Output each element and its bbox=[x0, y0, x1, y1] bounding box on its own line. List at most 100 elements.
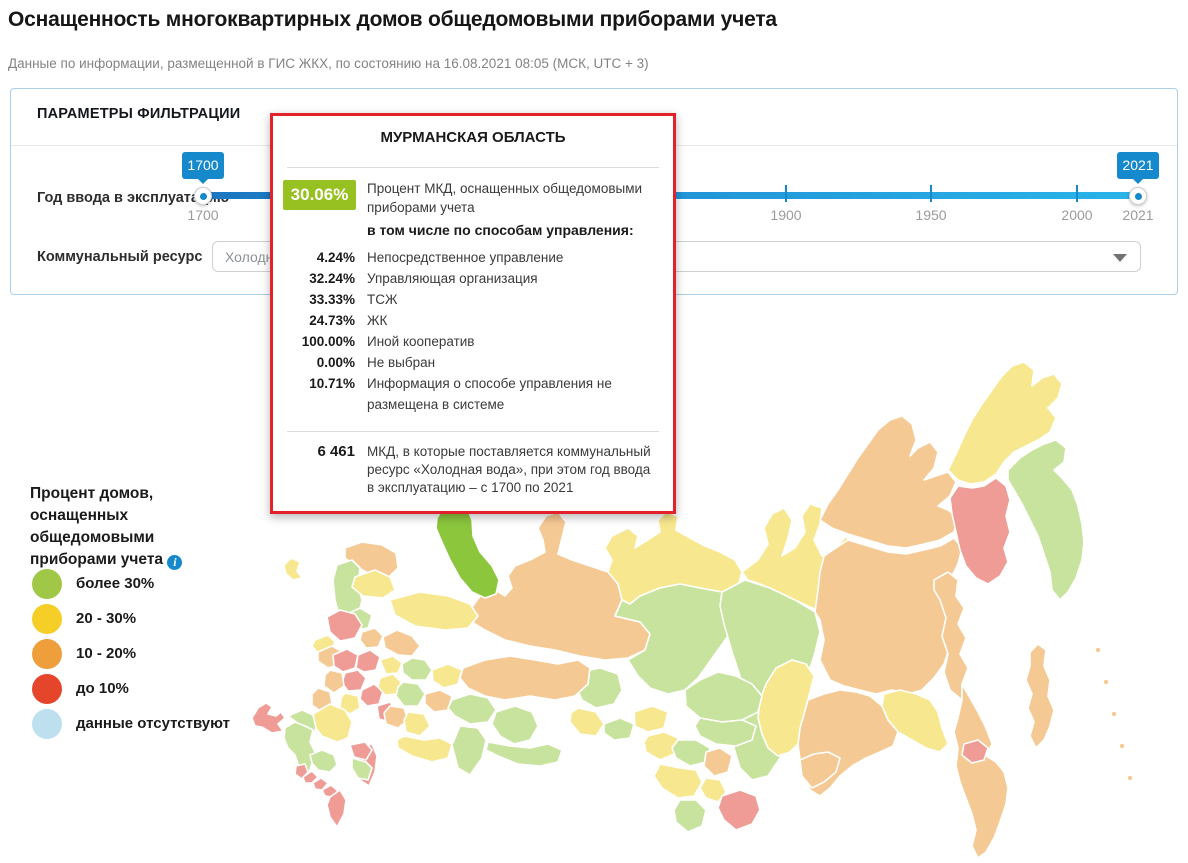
map-region[interactable] bbox=[447, 693, 497, 725]
map-region[interactable] bbox=[283, 557, 303, 581]
map-region[interactable] bbox=[1007, 439, 1085, 601]
map-region[interactable] bbox=[355, 649, 381, 673]
map-region[interactable] bbox=[326, 609, 363, 642]
slider-tick-1900 bbox=[785, 185, 787, 202]
map-region[interactable] bbox=[395, 681, 426, 707]
map-region[interactable] bbox=[383, 705, 409, 729]
management-heading: в том числе по способам управления: bbox=[367, 222, 634, 238]
map-region[interactable] bbox=[389, 591, 479, 631]
legend-title: Процент домов, оснащенных общедомовыми п… bbox=[30, 483, 245, 571]
legend-item: данные отсутствуют bbox=[32, 706, 230, 741]
slider-min-tooltip[interactable]: 1700 bbox=[182, 152, 224, 184]
map-region[interactable] bbox=[673, 799, 707, 833]
map-region[interactable] bbox=[949, 477, 1011, 585]
map-region[interactable] bbox=[283, 721, 316, 778]
slider-min-handle[interactable] bbox=[194, 187, 212, 205]
map-region[interactable] bbox=[643, 731, 679, 761]
filter-panel-heading: ПАРАМЕТРЫ ФИЛЬТРАЦИИ bbox=[37, 106, 241, 122]
map-region[interactable] bbox=[459, 655, 591, 701]
map-region[interactable] bbox=[699, 777, 727, 803]
map-region[interactable] bbox=[614, 583, 736, 695]
slider-tick-1950 bbox=[930, 185, 932, 202]
map-region[interactable] bbox=[326, 789, 347, 828]
legend-item: до 10% bbox=[32, 671, 230, 706]
russia-choropleth-map[interactable] bbox=[0, 355, 1188, 863]
management-row: 0.00% Не выбран bbox=[316, 355, 436, 370]
legend-swatch-yellow bbox=[32, 603, 62, 634]
map-region[interactable] bbox=[312, 703, 353, 743]
map-region[interactable] bbox=[717, 789, 761, 831]
map-region[interactable] bbox=[1025, 643, 1055, 749]
map-region[interactable] bbox=[349, 741, 373, 761]
slider-tick-2000 bbox=[1076, 185, 1078, 202]
map-region[interactable] bbox=[401, 657, 433, 681]
map-region[interactable] bbox=[1110, 710, 1118, 718]
map-region[interactable] bbox=[431, 663, 463, 689]
tick-label-2000: 2000 bbox=[1061, 207, 1093, 223]
map-region[interactable] bbox=[351, 569, 396, 599]
map-region[interactable] bbox=[351, 757, 373, 781]
map-region[interactable] bbox=[341, 669, 367, 692]
management-row: 4.24% Непосредственное управление bbox=[316, 250, 564, 265]
map-region[interactable] bbox=[309, 749, 338, 773]
map-region[interactable] bbox=[424, 689, 453, 713]
map-region[interactable] bbox=[359, 683, 384, 707]
page-subtitle: Данные по информации, размещенной в ГИС … bbox=[8, 56, 649, 71]
legend-swatch-green bbox=[32, 568, 62, 599]
map-region[interactable] bbox=[251, 702, 286, 734]
region-popup-title: МУРМАНСКАЯ ОБЛАСТЬ bbox=[380, 129, 566, 146]
tick-label-1700: 1700 bbox=[187, 207, 219, 223]
slider-max-tooltip[interactable]: 2021 bbox=[1117, 152, 1159, 184]
map-region[interactable] bbox=[814, 537, 963, 695]
map-region[interactable] bbox=[359, 627, 384, 649]
map-region[interactable] bbox=[339, 692, 361, 715]
map-region[interactable] bbox=[819, 415, 959, 549]
chevron-down-icon bbox=[1113, 254, 1127, 262]
map-region[interactable] bbox=[947, 361, 1063, 485]
map-region[interactable] bbox=[671, 739, 711, 767]
management-row: 10.71% Информация о способе управления н… bbox=[309, 376, 612, 412]
map-region[interactable] bbox=[703, 747, 733, 777]
management-row: 33.33% ТСЖ bbox=[309, 292, 398, 307]
map-region[interactable] bbox=[633, 705, 669, 733]
divider bbox=[287, 431, 659, 432]
map-region[interactable] bbox=[653, 763, 703, 799]
legend-item: более 30% bbox=[32, 566, 230, 601]
map-region[interactable] bbox=[491, 705, 539, 745]
map-region[interactable] bbox=[1094, 646, 1102, 654]
map-region[interactable] bbox=[403, 711, 431, 737]
map-region[interactable] bbox=[684, 671, 763, 723]
slider-max-handle[interactable] bbox=[1129, 187, 1147, 205]
map-region[interactable] bbox=[1126, 774, 1134, 782]
year-slider-label: Год ввода в эксплуатацию bbox=[37, 190, 230, 206]
map-region[interactable] bbox=[302, 770, 319, 784]
info-icon[interactable]: i bbox=[167, 555, 183, 570]
map-region[interactable] bbox=[569, 707, 605, 737]
map-region[interactable] bbox=[323, 669, 345, 694]
map-region[interactable] bbox=[953, 683, 1009, 859]
map-region[interactable] bbox=[396, 735, 453, 763]
management-row: 100.00% Иной кооператив bbox=[301, 334, 475, 349]
map-region-murmansk-highlighted[interactable] bbox=[435, 502, 500, 599]
map-region[interactable] bbox=[603, 717, 635, 741]
map-region[interactable] bbox=[1118, 742, 1126, 750]
page-title: Оснащенность многоквартирных домов общед… bbox=[8, 8, 777, 31]
map-region[interactable] bbox=[469, 511, 651, 661]
map-region[interactable] bbox=[961, 739, 989, 764]
region-popup[interactable]: МУРМАНСКАЯ ОБЛАСТЬ 30.06% Процент МКД, о… bbox=[270, 113, 676, 514]
tick-label-1950: 1950 bbox=[915, 207, 947, 223]
legend-item: 10 - 20% bbox=[32, 636, 230, 671]
map-region[interactable] bbox=[1102, 678, 1110, 686]
map-region[interactable] bbox=[485, 741, 563, 767]
map-region[interactable] bbox=[312, 777, 329, 791]
map-region[interactable] bbox=[382, 629, 421, 657]
map-region[interactable] bbox=[451, 725, 487, 776]
legend-swatch-no-data bbox=[32, 708, 62, 739]
map-region[interactable] bbox=[379, 655, 403, 675]
legend-swatch-orange bbox=[32, 638, 62, 669]
legend-item: 20 - 30% bbox=[32, 601, 230, 636]
map-region[interactable] bbox=[332, 648, 359, 673]
map-region[interactable] bbox=[799, 751, 841, 789]
map-region[interactable] bbox=[694, 717, 757, 747]
